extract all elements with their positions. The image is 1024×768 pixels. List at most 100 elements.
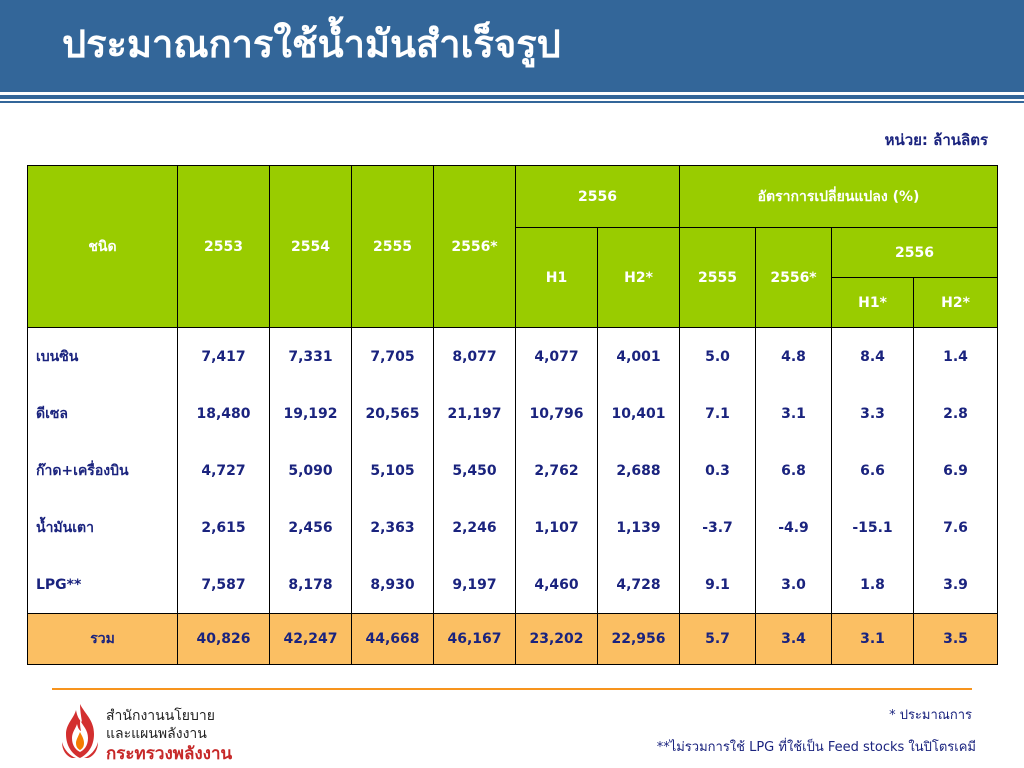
header-change-2556-estimate: 2556* [755, 227, 832, 328]
header-group-change-rate: อัตราการเปลี่ยนแปลง (%) [678, 165, 999, 228]
cell-h1: 10,796 [515, 385, 598, 442]
row-type: LPG** [27, 556, 178, 614]
cell-change-h1-estimate: 6.6 [831, 442, 914, 499]
total-change-2555: 5.7 [679, 613, 756, 665]
total-2555: 44,668 [351, 613, 434, 665]
cell-change-2555: 7.1 [679, 385, 756, 442]
cell-h1: 4,460 [515, 556, 598, 614]
title-bar: ประมาณการใช้น้ำมันสำเร็จรูป [0, 0, 1024, 92]
unit-label: หน่วย: ล้านลิตร [884, 131, 988, 149]
cell-2555: 7,705 [351, 327, 434, 385]
cell-change-h2-estimate: 7.6 [912, 499, 999, 556]
total-h1: 23,202 [515, 613, 598, 665]
header-h2-estimate: H2* [597, 227, 680, 328]
table-row-fuel-oil: น้ำมันเตา 2,615 2,456 2,363 2,246 1,107 … [27, 499, 999, 556]
header-change-group-2556: 2556 [830, 227, 999, 278]
header-change-h1-estimate: H1* [831, 277, 914, 328]
header-h1: H1 [515, 227, 598, 328]
cell-change-2555: 5.0 [679, 327, 756, 385]
footer-divider [52, 688, 972, 690]
row-type: ดีเซล [27, 385, 178, 442]
row-type: น้ำมันเตา [27, 499, 178, 556]
consumption-table: ชนิด 2553 2554 2555 2556* 2556 อัตราการเ… [27, 165, 999, 665]
cell-h2-estimate: 2,688 [597, 442, 680, 499]
cell-2554: 5,090 [269, 442, 352, 499]
cell-2555: 8,930 [351, 556, 434, 614]
cell-change-h1-estimate: 3.3 [831, 385, 914, 442]
table-row-benzine: เบนซิน 7,417 7,331 7,705 8,077 4,077 4,0… [27, 327, 999, 385]
cell-h1: 1,107 [515, 499, 598, 556]
cell-change-h2-estimate: 1.4 [912, 327, 999, 385]
total-2554: 42,247 [269, 613, 352, 665]
cell-2555: 5,105 [351, 442, 434, 499]
cell-2553: 18,480 [177, 385, 270, 442]
cell-2553: 4,727 [177, 442, 270, 499]
cell-change-2556-estimate: 3.1 [755, 385, 832, 442]
cell-2556-estimate: 21,197 [433, 385, 516, 442]
header-2556-estimate: 2556* [433, 165, 516, 328]
cell-2554: 7,331 [269, 327, 352, 385]
cell-2556-estimate: 5,450 [433, 442, 516, 499]
cell-change-2556-estimate: -4.9 [755, 499, 832, 556]
table-row-lpg: LPG** 7,587 8,178 8,930 9,197 4,460 4,72… [27, 556, 999, 614]
table-row-kerosene-jet: ก๊าด+เครื่องบิน 4,727 5,090 5,105 5,450 … [27, 442, 999, 499]
cell-change-h1-estimate: -15.1 [831, 499, 914, 556]
cell-h1: 2,762 [515, 442, 598, 499]
header-group-2556: 2556 [515, 165, 680, 228]
table-row-total: รวม 40,826 42,247 44,668 46,167 23,202 2… [27, 613, 999, 665]
header-2553: 2553 [177, 165, 270, 328]
total-change-h1-estimate: 3.1 [831, 613, 914, 665]
org-name-line-1: สำนักงานนโยบาย [106, 708, 215, 724]
cell-change-h2-estimate: 6.9 [912, 442, 999, 499]
cell-2556-estimate: 8,077 [433, 327, 516, 385]
total-h2-estimate: 22,956 [597, 613, 680, 665]
header-2554: 2554 [269, 165, 352, 328]
total-change-2556-estimate: 3.4 [755, 613, 832, 665]
row-type: ก๊าด+เครื่องบิน [27, 442, 178, 499]
table-row-diesel: ดีเซล 18,480 19,192 20,565 21,197 10,796… [27, 385, 999, 442]
cell-2556-estimate: 9,197 [433, 556, 516, 614]
total-label: รวม [27, 613, 178, 665]
cell-h2-estimate: 1,139 [597, 499, 680, 556]
header-change-h2-estimate: H2* [912, 277, 999, 328]
cell-2553: 2,615 [177, 499, 270, 556]
title-divider [0, 95, 1024, 99]
cell-change-h1-estimate: 1.8 [831, 556, 914, 614]
cell-change-h2-estimate: 3.9 [912, 556, 999, 614]
cell-change-2556-estimate: 6.8 [755, 442, 832, 499]
cell-2553: 7,587 [177, 556, 270, 614]
cell-change-h1-estimate: 8.4 [831, 327, 914, 385]
cell-h2-estimate: 4,728 [597, 556, 680, 614]
cell-change-2555: 0.3 [679, 442, 756, 499]
cell-change-2555: 9.1 [679, 556, 756, 614]
cell-change-h2-estimate: 2.8 [912, 385, 999, 442]
cell-change-2556-estimate: 3.0 [755, 556, 832, 614]
cell-2555: 20,565 [351, 385, 434, 442]
header-change-2555: 2555 [679, 227, 756, 328]
total-2556-estimate: 46,167 [433, 613, 516, 665]
cell-h2-estimate: 10,401 [597, 385, 680, 442]
cell-2554: 8,178 [269, 556, 352, 614]
cell-2554: 19,192 [269, 385, 352, 442]
cell-2556-estimate: 2,246 [433, 499, 516, 556]
cell-2555: 2,363 [351, 499, 434, 556]
ministry-name: กระทรวงพลังงาน [106, 744, 233, 764]
cell-h2-estimate: 4,001 [597, 327, 680, 385]
org-name-line-2: และแผนพลังงาน [106, 726, 207, 742]
total-change-h2-estimate: 3.5 [912, 613, 999, 665]
header-type: ชนิด [27, 165, 178, 328]
cell-change-2555: -3.7 [679, 499, 756, 556]
header-2555: 2555 [351, 165, 434, 328]
cell-h1: 4,077 [515, 327, 598, 385]
page-title: ประมาณการใช้น้ำมันสำเร็จรูป [62, 22, 561, 66]
total-2553: 40,826 [177, 613, 270, 665]
cell-2553: 7,417 [177, 327, 270, 385]
cell-change-2556-estimate: 4.8 [755, 327, 832, 385]
cell-2554: 2,456 [269, 499, 352, 556]
title-divider-thin [0, 101, 1024, 103]
footnote-estimate: * ประมาณการ [889, 708, 972, 723]
footnote-lpg: **ไม่รวมการใช้ LPG ที่ใช้เป็น Feed stock… [656, 740, 976, 755]
row-type: เบนซิน [27, 327, 178, 385]
flame-logo-icon [62, 704, 98, 758]
